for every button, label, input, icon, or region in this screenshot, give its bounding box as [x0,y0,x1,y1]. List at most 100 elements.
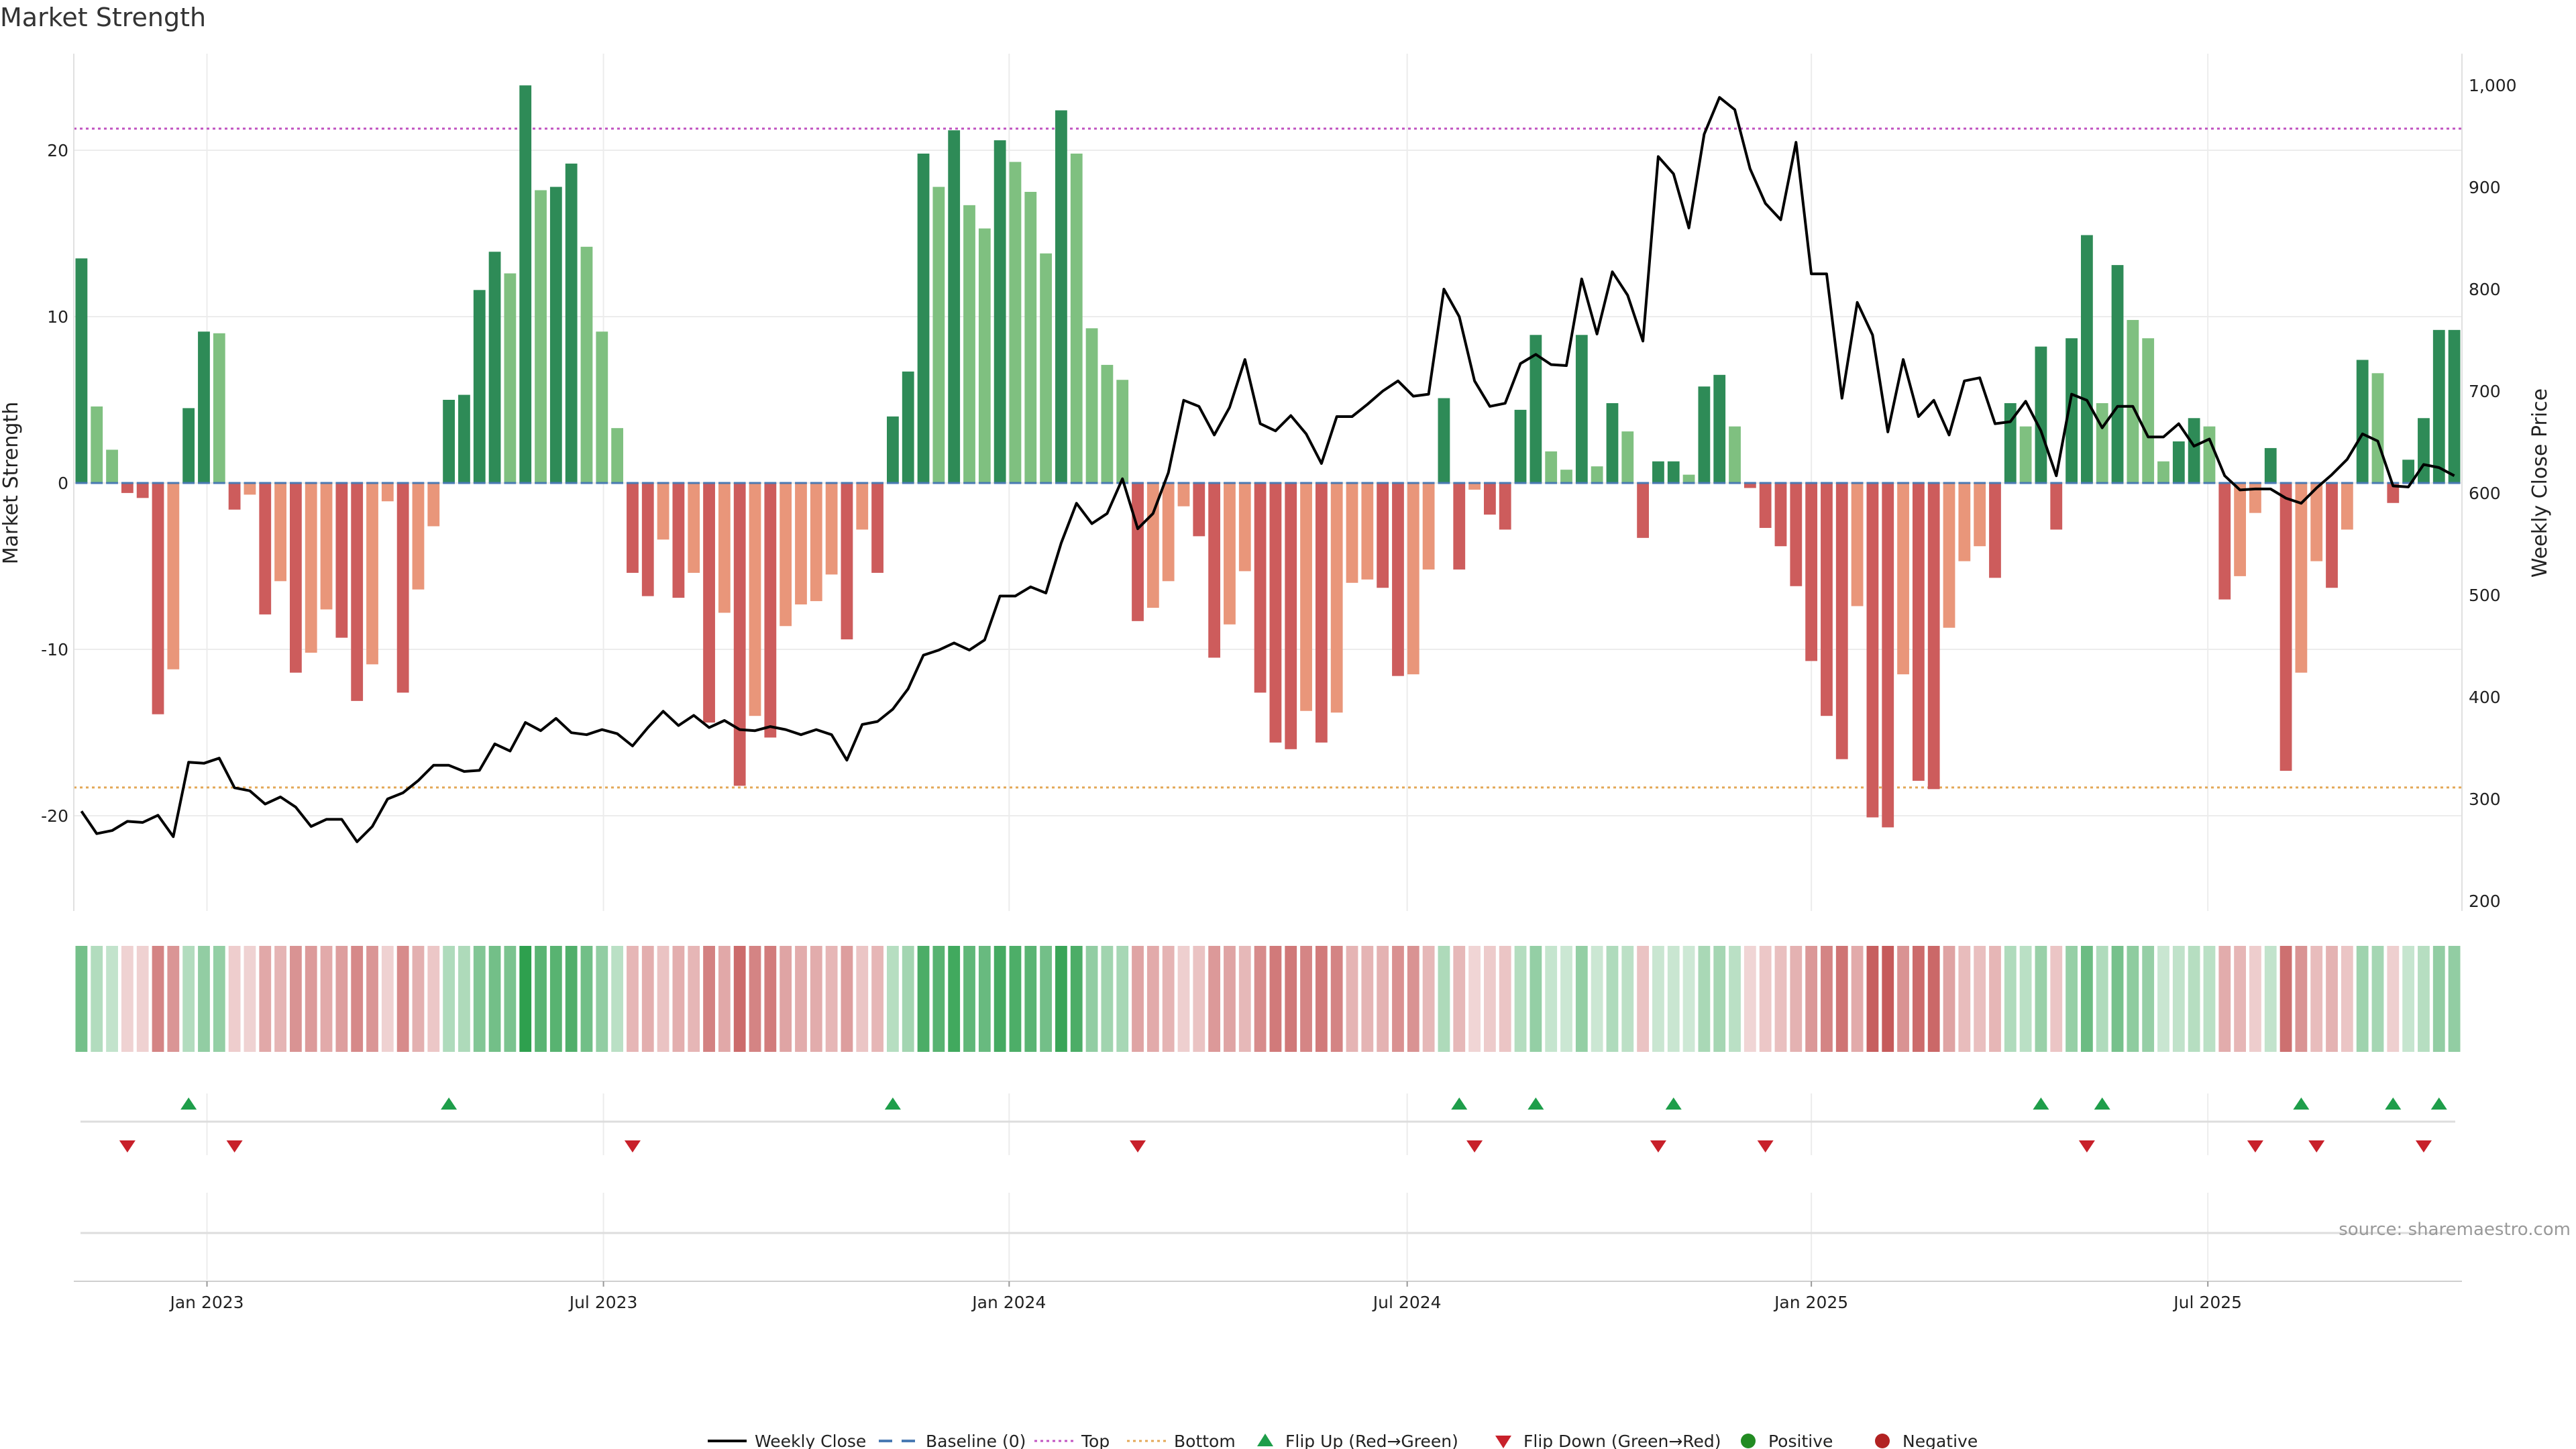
strength-bar [1055,110,1067,484]
grid-lines [74,54,2462,1280]
heat-cell [580,946,593,1052]
heat-cell [1989,946,2001,1052]
heat-cell [1637,946,1650,1052]
heat-cell [780,946,792,1052]
strength-bar [1438,398,1450,483]
strength-bar [106,449,118,483]
heat-cell [948,946,961,1052]
strength-bar [718,483,731,613]
heat-cell [611,946,624,1052]
strength-bar [2234,483,2247,576]
heat-cell [1238,946,1251,1052]
strength-bar [2279,483,2292,771]
heat-cell [1759,946,1772,1052]
legend-baseline-label: Baseline (0) [926,1432,1026,1449]
heat-cell [366,946,378,1052]
strength-bar [825,483,838,575]
strength-bar [1392,483,1404,676]
legend-bottom-label: Bottom [1174,1432,1236,1449]
strength-bar [1361,483,1374,580]
heat-cell [2127,946,2139,1052]
strength-bar [856,483,869,530]
heat-cell [2310,946,2323,1052]
strength-bar [2310,483,2323,561]
heat-cell [427,946,440,1052]
strength-bar [1821,483,1833,716]
heat-cell [764,946,777,1052]
strength-bar [198,331,210,483]
heat-cell [2234,946,2247,1052]
strength-bar [1606,402,1619,483]
strength-bar [1958,483,1971,561]
heat-cell [565,946,578,1052]
strength-bar [1667,461,1680,483]
strength-bar [381,483,394,502]
strength-bar [1774,483,1787,547]
left-tick-label: 0 [58,474,68,493]
strength-bar [672,483,685,598]
heat-cell [1085,946,1098,1052]
heat-cell [1177,946,1190,1052]
strength-bar [1330,483,1343,713]
heat-cell [1193,946,1205,1052]
heat-cell [1438,946,1450,1052]
strength-bar [1101,364,1114,483]
heat-cell [1254,946,1267,1052]
flip-down-marker [2308,1140,2325,1152]
heat-cell [2157,946,2169,1052]
flip-up-marker [2033,1097,2049,1110]
heat-cell [2387,946,2400,1052]
strength-bar [1377,483,1389,588]
heat-cell [1974,946,1986,1052]
strength-bar [2249,483,2261,513]
heat-cell [1040,946,1053,1052]
strength-bar [1238,483,1251,572]
heat-cell [198,946,210,1052]
heat-cell [1315,946,1328,1052]
strength-bar [1575,335,1588,483]
x-tick-label: Jul 2023 [568,1293,638,1312]
strength-bar [948,130,961,484]
heat-cell [259,946,272,1052]
legend: Weekly Close Baseline (0) Top Bottom Flip Up… [708,1432,1978,1449]
strength-bar [795,483,807,605]
strength-bar [902,371,914,483]
heat-cell [886,946,899,1052]
strength-bar [733,483,746,786]
heat-cell [1269,946,1282,1052]
heat-cell [1805,946,1818,1052]
heat-cell [1009,946,1022,1052]
heat-cell [228,946,241,1052]
heat-cell [825,946,838,1052]
heat-cell [749,946,761,1052]
strength-bar [1193,483,1205,537]
flip-down-marker [624,1140,641,1152]
strength-bar [75,258,88,483]
heat-cell [1208,946,1221,1052]
weekly-close-line [80,96,2455,843]
strength-bar [2065,338,2078,483]
strength-bar [1882,483,1894,828]
legend-flip-down-swatch [1495,1436,1511,1448]
strength-bar [994,140,1006,483]
heat-cell [2341,946,2353,1052]
flip-down-marker [1130,1140,1146,1152]
heat-cell [549,946,562,1052]
heat-cell [2402,946,2415,1052]
heat-cell [1774,946,1787,1052]
heat-cell [1300,946,1312,1052]
strength-bar [443,400,455,483]
strength-bar [1407,483,1419,675]
strength-bar [2127,319,2139,483]
heat-cell [2279,946,2292,1052]
strength-bar [1315,483,1328,743]
heat-cell [1055,946,1067,1052]
heat-cell [641,946,654,1052]
heat-cell [519,946,532,1052]
heat-cell [381,946,394,1052]
heat-cell [2172,946,2185,1052]
right-tick-label: 1,000 [2469,76,2517,95]
heat-cell [167,946,180,1052]
heat-cell [351,946,364,1052]
